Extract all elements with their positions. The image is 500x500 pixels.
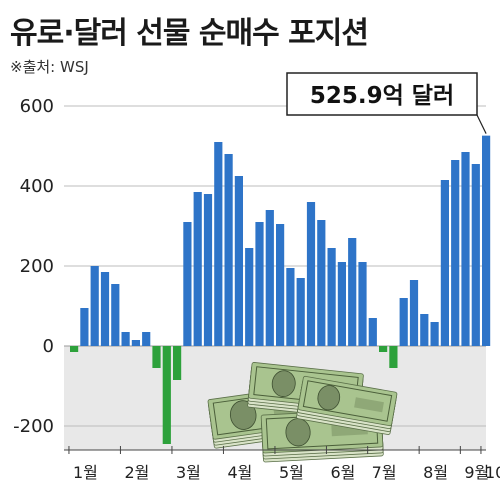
y-axis-ticks: 600 400 200 0 -200 [13, 96, 54, 437]
y-tick-label: 0 [43, 336, 54, 357]
bar [327, 248, 336, 346]
banknote-stack [260, 408, 384, 463]
x-tick-label: 1월 [73, 463, 98, 482]
bar [214, 142, 223, 346]
bar [224, 154, 233, 346]
bar [276, 224, 285, 346]
bar [234, 176, 243, 346]
y-tick-label: 400 [20, 176, 54, 197]
callout-text: 525.9억 달러 [310, 83, 454, 109]
bar [203, 194, 213, 346]
callout-box [286, 72, 478, 116]
x-tick-label: 6월 [330, 463, 355, 482]
bar [152, 346, 161, 368]
y-tick-label: 200 [20, 256, 54, 277]
bars [70, 135, 491, 444]
x-tick-label: 2월 [124, 463, 149, 482]
x-tick-label: 7월 [372, 463, 397, 482]
bar [420, 314, 429, 346]
bar [265, 210, 274, 346]
bar [368, 318, 377, 346]
bar [245, 248, 254, 346]
bar [451, 160, 460, 346]
bar [131, 340, 140, 346]
bar [348, 238, 357, 346]
bar [111, 284, 120, 346]
x-axis: 1월 2월 3월 4월 5월 6월 7월 8월 9월10월 [64, 446, 500, 482]
x-tick-label: 4월 [227, 463, 252, 482]
y-tick-label: 600 [20, 96, 54, 117]
bar [142, 332, 151, 346]
callout-annotation: 525.9억 달러 [286, 72, 487, 134]
source-note: ※출처: WSJ [10, 58, 89, 76]
money-stack-illustration [207, 362, 398, 463]
bar [296, 278, 305, 346]
bar [379, 346, 388, 352]
bar [440, 180, 449, 346]
bar [471, 164, 480, 346]
x-tick-label: 3월 [176, 463, 201, 482]
bar [409, 280, 419, 346]
bar [173, 346, 182, 380]
bar [389, 346, 398, 368]
bar [162, 346, 171, 444]
bar [461, 152, 470, 346]
bar [430, 322, 439, 346]
bar [193, 192, 202, 346]
bar [100, 272, 110, 346]
bar [121, 332, 130, 346]
chart-title: 유로·달러 선물 순매수 포지션 [10, 16, 369, 51]
x-tick-label: 8월 [423, 463, 448, 482]
bar [399, 298, 408, 346]
bar [80, 308, 89, 346]
x-tick-label: 5월 [279, 463, 304, 482]
bar [482, 135, 491, 346]
callout-leader-line [476, 114, 487, 134]
x-tick-label: 9월 [464, 463, 489, 482]
bar [70, 346, 79, 352]
y-tick-label: -200 [13, 416, 54, 437]
bar [358, 262, 367, 346]
banknote-stack [296, 375, 398, 435]
bar [286, 268, 295, 346]
bar [317, 220, 326, 346]
x-tick-label: 10월 [485, 463, 500, 482]
bar [255, 222, 264, 346]
bar [90, 266, 99, 346]
bar [183, 222, 192, 346]
bar [337, 262, 346, 346]
bar [306, 202, 316, 346]
